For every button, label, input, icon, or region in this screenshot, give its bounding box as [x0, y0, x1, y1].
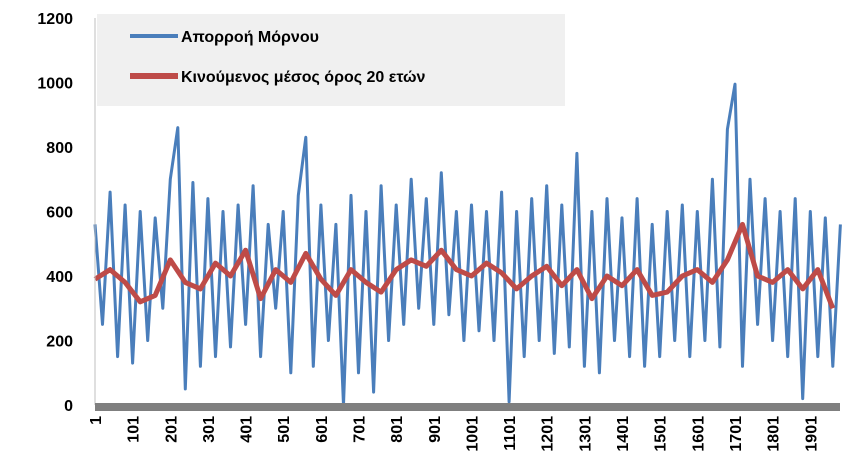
x-tick-label: 1801 — [766, 416, 783, 452]
y-tick-label: 600 — [46, 205, 73, 222]
y-tick-label: 400 — [46, 269, 73, 286]
x-tick-label: 1401 — [615, 416, 632, 452]
legend-box — [97, 14, 565, 106]
x-tick-label: 1001 — [464, 416, 481, 452]
y-tick-label: 0 — [64, 398, 73, 415]
legend-label: Απορροή Μόρνου — [181, 29, 319, 46]
y-tick-label: 1000 — [37, 76, 73, 93]
y-tick-label: 200 — [46, 334, 73, 351]
x-tick-label: 401 — [239, 416, 256, 443]
x-axis — [95, 403, 840, 411]
x-tick-label: 1301 — [577, 416, 594, 452]
x-tick-label: 1101 — [502, 416, 519, 451]
x-tick-label: 1601 — [690, 416, 707, 452]
y-tick-label: 1200 — [37, 11, 73, 28]
x-tick-label: 601 — [314, 416, 331, 443]
series-line — [93, 82, 842, 407]
y-tick-label: 800 — [46, 140, 73, 157]
x-tick-label: 1 — [88, 416, 105, 425]
legend-label: Κινούμενος μέσος όρος 20 ετών — [181, 69, 426, 86]
x-tick-label: 1701 — [728, 416, 745, 452]
x-tick-label: 501 — [276, 416, 293, 443]
x-tick-label: 1901 — [803, 416, 820, 452]
x-tick-label: 101 — [126, 416, 143, 443]
x-tick-label: 1501 — [653, 416, 670, 452]
x-tick-label: 1201 — [540, 416, 557, 452]
x-tick-label: 801 — [389, 416, 406, 443]
x-tick-label: 201 — [163, 416, 180, 443]
x-tick-label: 301 — [201, 416, 218, 443]
series-line — [93, 221, 836, 310]
x-tick-label: 901 — [427, 416, 444, 443]
x-tick-label: 701 — [352, 416, 369, 443]
